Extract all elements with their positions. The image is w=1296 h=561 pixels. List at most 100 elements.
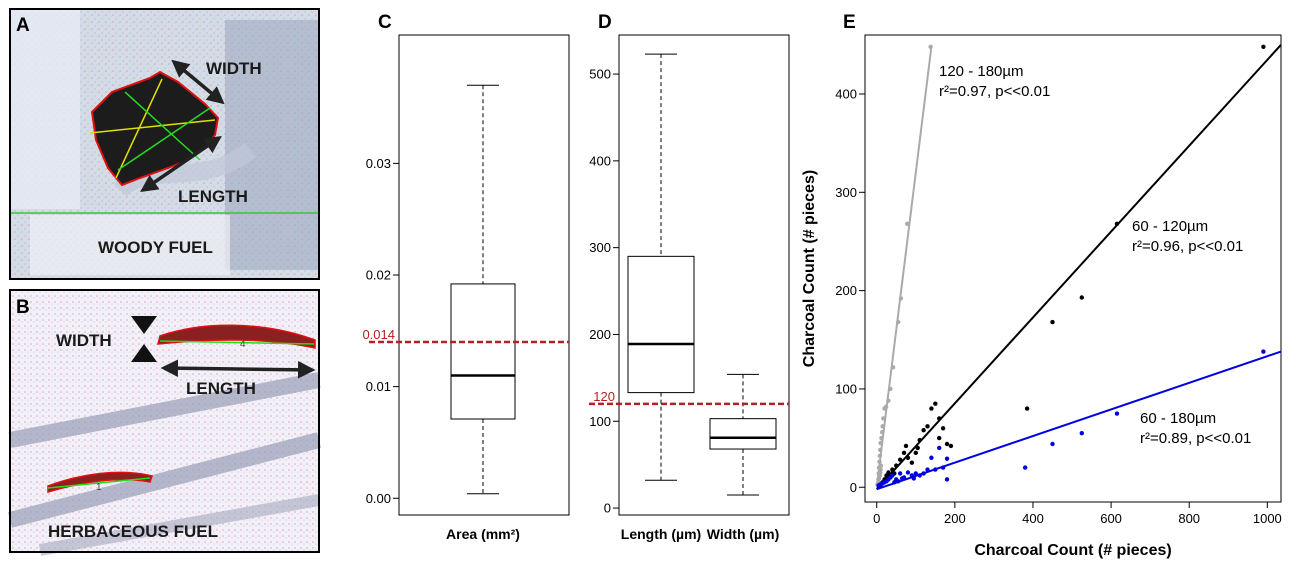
y-tick-label: 100 (835, 381, 857, 396)
series-annotation-range: 60 - 120µm (1132, 218, 1208, 235)
width-label: WIDTH (56, 331, 112, 350)
panel-a: WIDTH LENGTH WOODY FUEL A (9, 8, 320, 280)
data-point (890, 473, 895, 478)
y-tick-label: 500 (589, 67, 611, 82)
data-point (877, 453, 883, 458)
width-marker-bottom (131, 344, 157, 362)
data-point (1114, 411, 1120, 416)
x-tick-label: 800 (1178, 511, 1200, 526)
fit-line (875, 44, 1282, 490)
fit-line (876, 350, 1282, 491)
mesh-band (8, 372, 321, 448)
width-label: WIDTH (206, 59, 262, 78)
data-point (1024, 406, 1030, 411)
panel-c-boxplot: 0.00 0.01 0.02 0.03 Area (mm²) 0.014 C (362, 12, 570, 542)
x-tick-label: 1000 (1253, 511, 1282, 526)
data-point (940, 465, 946, 470)
data-point (1050, 441, 1055, 447)
data-point (944, 477, 950, 482)
panel-e-scatter: 0 200 400 600 800 1000 0 100 200 300 400 Charcoal C… (801, 12, 1282, 559)
series-annotation-stats: r²=0.96, p<<0.01 (1132, 238, 1243, 255)
series-annotation-stats: r²=0.97, p<<0.01 (939, 83, 1050, 100)
box (627, 255, 695, 394)
data-point (1261, 44, 1266, 49)
specimen-label: 1 (96, 482, 102, 493)
plot-frame (864, 34, 1282, 503)
x-tick-label: 400 (1022, 511, 1044, 526)
data-point (903, 443, 909, 449)
data-point (1114, 221, 1120, 226)
data-point (901, 450, 907, 456)
data-point (899, 476, 905, 481)
data-point (904, 221, 910, 226)
data-point (933, 401, 938, 406)
length-label: LENGTH (186, 379, 256, 398)
woody-fuel-label: WOODY FUEL (98, 238, 213, 257)
specimen-label: 4 (240, 339, 246, 350)
data-point (890, 467, 895, 472)
data-point (897, 471, 903, 476)
data-point (890, 365, 896, 370)
x-category-label: Length (µm) (621, 526, 701, 542)
y-tick-label: 0 (604, 501, 611, 516)
data-point (925, 467, 930, 472)
series-annotation-stats: r²=0.89, p<<0.01 (1140, 430, 1251, 447)
y-tick-label: 400 (835, 86, 857, 101)
y-tick-label: 0.00 (366, 491, 391, 506)
data-point (898, 296, 904, 301)
data-point (921, 471, 926, 476)
x-category-label: Area (mm²) (446, 526, 520, 542)
data-point (909, 460, 915, 465)
data-point (877, 459, 882, 464)
data-point (913, 471, 918, 476)
data-point (948, 443, 954, 449)
panel-letter-d: D (598, 12, 612, 33)
x-tick-label: 600 (1100, 511, 1122, 526)
data-point (878, 463, 884, 468)
data-point (883, 404, 889, 409)
reference-label: 0.014 (362, 327, 395, 342)
data-point (888, 386, 893, 392)
data-point (1022, 465, 1028, 470)
panel-a-frame (9, 8, 320, 280)
panel-letter-c: C (378, 12, 392, 33)
mesh-band (38, 494, 321, 556)
series-annotation-range: 60 - 180µm (1140, 410, 1216, 427)
box (450, 283, 516, 420)
data-point (1050, 319, 1055, 325)
panel-d-boxplot: 0 100 200 300 400 500 Length (µm) Width (µm) 120… (589, 12, 790, 542)
panel-letter-a: A (16, 15, 30, 36)
data-point (881, 416, 886, 421)
herbaceous-fuel-label: HERBACEOUS FUEL (48, 522, 218, 541)
x-axis-label: Charcoal Count (# pieces) (974, 542, 1171, 559)
data-point (937, 445, 942, 451)
y-tick-label: 400 (589, 153, 611, 168)
data-point (929, 455, 934, 460)
data-point (1079, 295, 1084, 300)
data-point (892, 480, 897, 485)
panel-letter-e: E (843, 12, 856, 33)
data-point (915, 445, 920, 451)
data-point (894, 463, 899, 468)
data-point (878, 440, 883, 446)
data-point (925, 424, 930, 429)
panel-b: 4 1 WIDTH LENGTH HERBACEOUS FUEL B (7, 289, 322, 556)
data-point (929, 406, 934, 411)
data-point (937, 435, 942, 441)
data-point (886, 398, 891, 403)
data-point (917, 473, 922, 478)
x-tick-label: 200 (944, 511, 966, 526)
data-point (940, 426, 946, 431)
data-point (880, 424, 885, 429)
data-point (878, 447, 883, 453)
y-tick-label: 0.02 (366, 268, 391, 283)
data-point (921, 428, 926, 433)
data-point (937, 416, 942, 421)
data-point (933, 467, 938, 472)
y-tick-label: 0.01 (366, 379, 391, 394)
data-point (1261, 349, 1266, 354)
y-tick-label: 100 (589, 414, 611, 429)
data-point (879, 435, 884, 441)
data-point (944, 456, 950, 461)
x-category-label: Width (µm) (707, 526, 779, 542)
